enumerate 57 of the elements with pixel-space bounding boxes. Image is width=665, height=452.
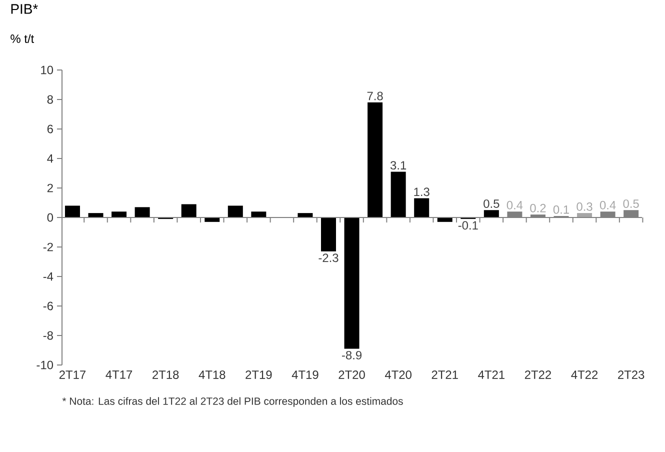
bar — [181, 204, 196, 218]
y-tick-label: -8 — [43, 331, 53, 340]
y-tick-label: -4 — [43, 272, 54, 281]
data-label: 3.1 — [390, 161, 406, 170]
bar — [134, 207, 150, 218]
bar — [228, 206, 243, 218]
data-label: 0.5 — [484, 199, 500, 208]
x-tick-label: 4T20 — [384, 370, 412, 379]
data-label: 0.4 — [506, 200, 523, 210]
x-tick-label: 2T22 — [524, 370, 551, 379]
x-tick-label: 2T21 — [432, 370, 458, 379]
bar — [64, 206, 80, 218]
x-tick-label: 2T19 — [246, 370, 272, 379]
y-tick-label: 10 — [41, 66, 54, 74]
x-tick-label: 2T20 — [338, 370, 365, 379]
bar — [204, 217, 220, 222]
data-label: -0.1 — [458, 221, 478, 230]
bar — [390, 172, 406, 218]
data-label: 0.1 — [553, 205, 569, 214]
bar — [112, 212, 127, 218]
bar — [321, 217, 336, 252]
bar — [414, 198, 430, 218]
x-tick-label: 2T23 — [618, 370, 644, 379]
y-tick-label: 0 — [47, 213, 54, 222]
y-tick-label: -10 — [36, 360, 54, 370]
bar — [88, 213, 104, 218]
data-label: 0.3 — [576, 202, 592, 211]
y-axis-title: % t/t — [10, 34, 34, 43]
data-label: 0.4 — [600, 200, 616, 210]
bar — [368, 102, 383, 218]
data-label: -8.9 — [342, 350, 362, 360]
x-tick-label: 4T18 — [198, 370, 226, 379]
data-label: 0.2 — [530, 204, 546, 212]
y-tick-label: 2 — [47, 184, 53, 192]
x-tick-label: 2T18 — [152, 370, 179, 379]
data-label: 7.8 — [367, 92, 383, 100]
chart-title: PIB* — [11, 4, 38, 14]
bar — [484, 210, 499, 218]
bar — [437, 217, 452, 222]
x-tick-label: 4T17 — [106, 370, 132, 379]
data-label: 0.5 — [623, 199, 639, 208]
y-tick-label: 8 — [47, 95, 53, 104]
y-tick-label: 4 — [47, 154, 54, 163]
bar — [344, 217, 360, 349]
bar — [251, 212, 266, 218]
x-tick-label: 4T19 — [292, 370, 318, 379]
data-label: -2.3 — [318, 254, 338, 262]
text: * Nota: Las cifras del 1T22 al 2T23 del PIB corresponden a los estimados — [62, 397, 403, 407]
y-tick-label: 6 — [47, 124, 53, 134]
x-tick-label: 4T22 — [571, 370, 598, 379]
x-tick-label: 2T17 — [59, 370, 86, 379]
data-label: 1.3 — [414, 188, 430, 196]
x-tick-label: 4T21 — [478, 370, 504, 379]
bar — [577, 213, 592, 218]
bar — [298, 213, 313, 218]
y-tick-label: -6 — [43, 302, 53, 310]
y-tick-label: -2 — [43, 242, 53, 252]
